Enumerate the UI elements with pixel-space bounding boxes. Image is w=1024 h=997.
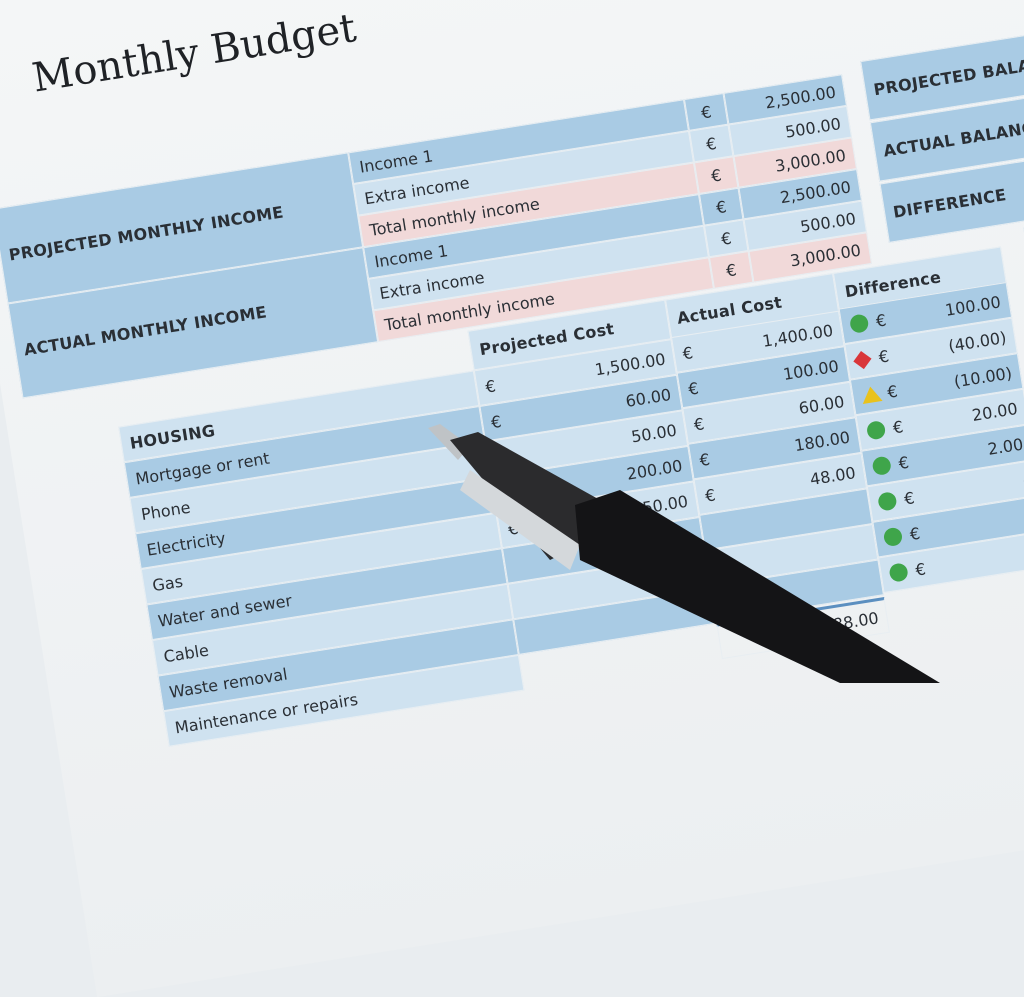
- pen: [428, 424, 940, 683]
- pen-cone: [450, 432, 600, 560]
- pen-clip: [460, 470, 580, 570]
- pen-body: [575, 490, 940, 683]
